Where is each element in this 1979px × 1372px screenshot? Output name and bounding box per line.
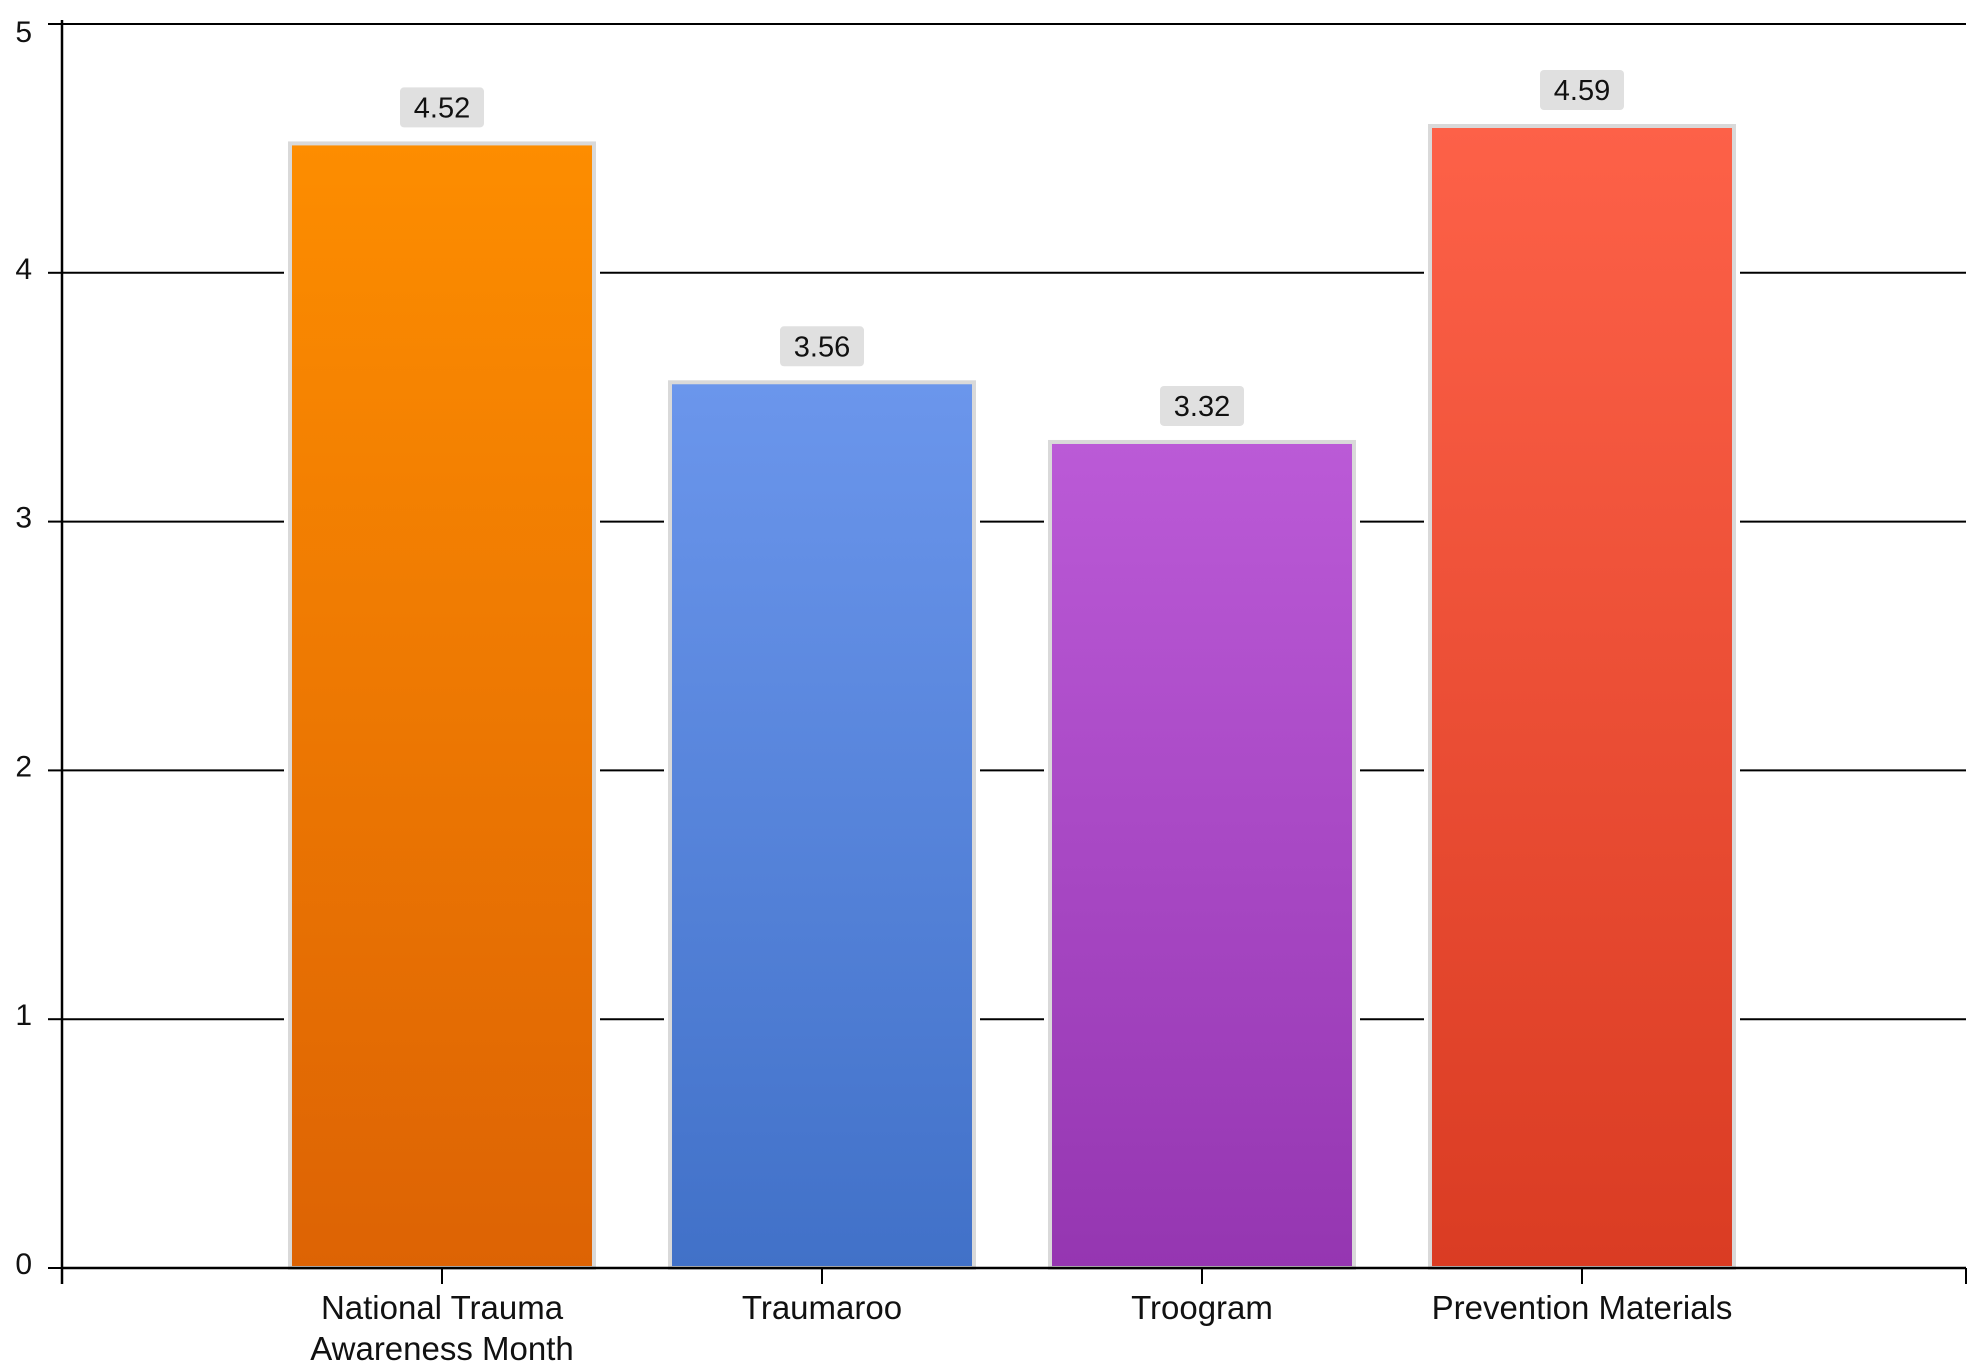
bar bbox=[668, 380, 976, 1271]
data-label: 4.52 bbox=[414, 92, 470, 124]
data-label: 3.32 bbox=[1174, 391, 1230, 423]
y-tick-label: 1 bbox=[15, 999, 32, 1032]
axes bbox=[48, 20, 1967, 1284]
y-tick-label: 5 bbox=[15, 16, 32, 49]
bar bbox=[1428, 124, 1736, 1270]
bar bbox=[1048, 439, 1356, 1270]
x-tick-label: Awareness Month bbox=[310, 1330, 574, 1367]
labels: 0 1 2 3 4 5 4.52 National Trauma Awareness Month… bbox=[15, 16, 1732, 1367]
data-label-box bbox=[1160, 385, 1244, 426]
data-label: 4.59 bbox=[1554, 75, 1610, 107]
y-tick-label: 2 bbox=[15, 750, 32, 783]
x-tick-label: National Trauma bbox=[321, 1289, 564, 1326]
data-label: 3.56 bbox=[794, 331, 850, 363]
x-tick-label: Prevention Materials bbox=[1432, 1289, 1733, 1326]
x-tick-label: Traumaroo bbox=[742, 1289, 902, 1326]
data-label-box bbox=[780, 326, 864, 367]
y-tick-label: 0 bbox=[15, 1248, 32, 1281]
data-label-box bbox=[400, 87, 484, 128]
bars bbox=[284, 120, 1740, 1271]
y-tick-label: 3 bbox=[15, 502, 32, 535]
bar bbox=[288, 141, 596, 1271]
x-tick-label: Troogram bbox=[1131, 1289, 1273, 1326]
y-tick-label: 4 bbox=[15, 253, 32, 286]
data-label-box bbox=[1540, 70, 1624, 111]
